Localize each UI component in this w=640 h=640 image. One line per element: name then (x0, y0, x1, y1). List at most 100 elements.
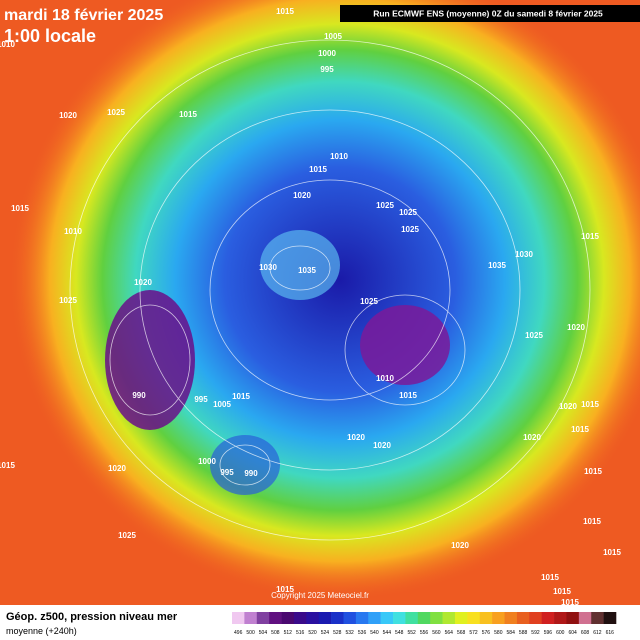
high-arctic (260, 230, 340, 300)
isobar-label: 1015 (0, 461, 15, 470)
colorbar-label: 540 (370, 630, 379, 636)
colorbar-swatch (603, 612, 617, 624)
colorbar-label: 496 (234, 630, 243, 636)
isobar-label: 1015 (561, 598, 579, 607)
isobar-label: 995 (320, 65, 334, 74)
colorbar-swatch (331, 612, 344, 624)
isobar-label: 1025 (107, 108, 125, 117)
isobar-label: 1025 (525, 331, 543, 340)
colorbar-swatch (393, 612, 406, 624)
colorbar-label: 600 (556, 630, 565, 636)
colorbar-swatch (504, 612, 518, 624)
colorbar-swatch (244, 612, 258, 624)
isobar-label: 1005 (324, 32, 342, 41)
colorbar-swatch (281, 612, 295, 624)
colorbar-swatch (566, 612, 580, 624)
colorbar-swatch (467, 612, 481, 624)
low-atlantic (210, 435, 280, 495)
colorbar-label: 568 (457, 630, 466, 636)
isobar-label: 1010 (330, 152, 348, 161)
isobar-label: 1020 (134, 278, 152, 287)
colorbar-swatch (578, 612, 592, 624)
colorbar-label: 500 (246, 630, 255, 636)
colorbar-swatch (442, 612, 456, 624)
isobar-label: 1025 (399, 208, 417, 217)
colorbar-label: 504 (259, 630, 268, 636)
colorbar-swatch (293, 612, 307, 624)
colorbar-swatch (405, 612, 419, 624)
colorbar-swatch (417, 612, 431, 624)
height-field (10, 0, 640, 600)
isobar-label: 1000 (318, 49, 336, 58)
isobar-label: 1015 (584, 467, 602, 476)
isobar-label: 1015 (583, 517, 601, 526)
isobar-label: 1005 (213, 400, 231, 409)
colorbar-swatch (343, 612, 357, 624)
colorbar-swatch (529, 612, 542, 624)
colorbar-label: 612 (593, 630, 602, 636)
colorbar-label: 604 (568, 630, 577, 636)
isobar-label: 1020 (451, 541, 469, 550)
isobar-label: 1015 (571, 425, 589, 434)
colorbar-swatch (306, 612, 320, 624)
run-box (340, 5, 640, 22)
isobar-label: 1015 (276, 585, 294, 594)
copyright: Copyright 2025 Meteociel.fr (271, 591, 369, 600)
isobar-label: 1025 (118, 531, 136, 540)
isobar-label: 1025 (360, 297, 378, 306)
isobar-label: 1015 (603, 548, 621, 557)
isobar-label: 1015 (581, 400, 599, 409)
colorbar-label: 524 (321, 630, 330, 636)
isobar-label: 1020 (108, 464, 126, 473)
isobar-label: 1015 (553, 587, 571, 596)
isobar-label: 1020 (567, 323, 585, 332)
colorbar-label: 556 (420, 630, 429, 636)
isobar-label: 990 (244, 469, 258, 478)
isobar-label: 1020 (373, 441, 391, 450)
colorbar-label: 520 (308, 630, 317, 636)
colorbar-label: 532 (346, 630, 355, 636)
run-info: Run ECMWF ENS (moyenne) 0Z du samedi 8 f… (373, 8, 603, 18)
isobar-label: 1035 (298, 266, 316, 275)
isobar-label: 1030 (259, 263, 277, 272)
colorbar-swatch (541, 612, 555, 624)
colorbar-swatch (492, 612, 505, 624)
colorbar-swatch (516, 612, 530, 624)
isobar-label: 990 (132, 391, 146, 400)
colorbar-label: 536 (358, 630, 367, 636)
colorbar-swatch (430, 612, 443, 624)
colorbar-label: 608 (581, 630, 590, 636)
colorbar-swatch (269, 612, 282, 624)
isobar-label: 1025 (376, 201, 394, 210)
footer-title: Géop. z500, pression niveau mer (6, 611, 178, 623)
colorbar-label: 596 (544, 630, 553, 636)
colorbar-label: 576 (482, 630, 491, 636)
isobar-label: 1010 (0, 40, 15, 49)
isobar-label: 1020 (59, 111, 77, 120)
colorbar-label: 616 (606, 630, 615, 636)
colorbar-swatch (368, 612, 381, 624)
isobar-label: 1020 (347, 433, 365, 442)
colorbar-swatch (554, 612, 567, 624)
colorbar: 496 500 504 508 512 516 520 524 528 532 536 540 544 5… (232, 612, 617, 636)
isobar-label: 1035 (488, 261, 506, 270)
colorbar-swatch (355, 612, 369, 624)
colorbar-swatch (380, 612, 394, 624)
colorbar-label: 592 (531, 630, 540, 636)
colorbar-label: 584 (507, 630, 516, 636)
isobar-label: 995 (220, 468, 234, 477)
isobar-label: 1010 (64, 227, 82, 236)
isobar-label: 1015 (399, 391, 417, 400)
colorbar-label: 560 (432, 630, 441, 636)
colorbar-label: 544 (383, 630, 392, 636)
isobar-label: 1015 (179, 110, 197, 119)
colorbar-label: 508 (271, 630, 280, 636)
isobar-label: 1015 (581, 232, 599, 241)
colorbar-swatch (454, 612, 468, 624)
contours (69, 39, 591, 541)
colorbar-swatch (232, 612, 245, 624)
isobar-label: 1015 (309, 165, 327, 174)
low-siberia (360, 305, 450, 385)
isobar-label: 1020 (523, 433, 541, 442)
